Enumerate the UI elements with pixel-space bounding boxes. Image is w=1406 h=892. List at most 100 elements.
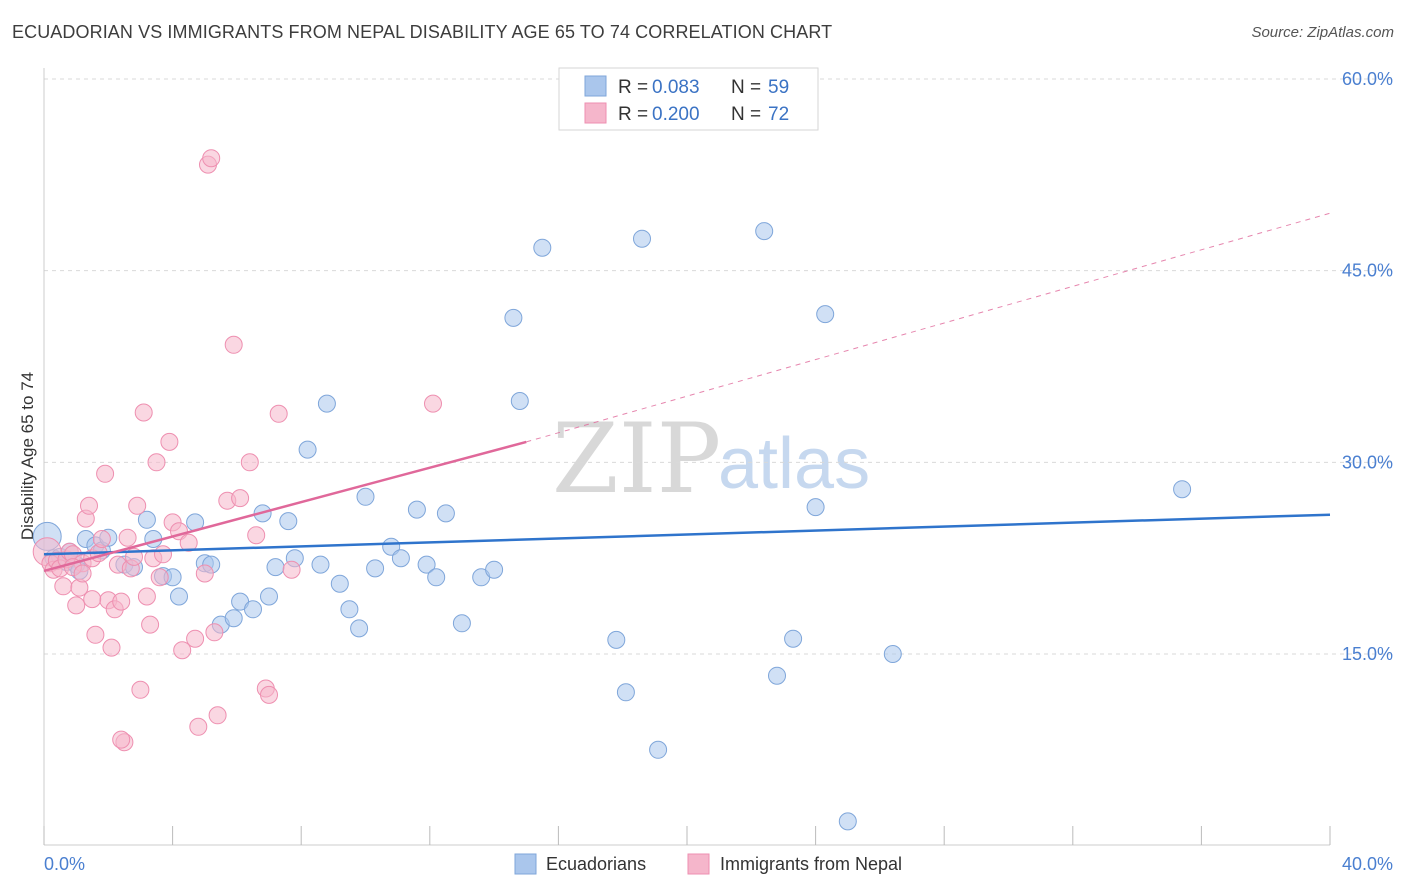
data-point-blue — [533, 238, 552, 257]
source-label: Source: ZipAtlas.com — [1251, 24, 1394, 41]
bottom-legend-label-blue: Ecuadorians — [546, 854, 646, 874]
data-point-blue — [260, 587, 278, 606]
data-point-blue — [311, 555, 330, 574]
trend-lines — [43, 212, 1331, 573]
data-point-pink — [195, 564, 214, 583]
watermark-atlas: atlas — [718, 424, 870, 504]
legend-r-label-blue: R = — [618, 77, 648, 98]
data-point-blue — [317, 394, 336, 413]
data-point-blue — [407, 500, 426, 519]
data-point-pink — [269, 404, 288, 423]
data-point-blue — [356, 487, 375, 506]
legend-n-label-pink: N = — [731, 104, 761, 125]
y-tick-label: 45.0% — [1342, 261, 1393, 281]
data-point-pink — [179, 533, 198, 552]
legend-n-label-blue: N = — [731, 77, 761, 98]
legend-swatch-pink — [584, 102, 607, 124]
data-point-pink — [102, 638, 121, 657]
data-point-blue — [391, 549, 410, 568]
data-point-pink — [134, 403, 153, 422]
data-point-pink — [92, 530, 111, 548]
data-point-blue — [330, 574, 349, 593]
data-point-pink — [73, 564, 92, 583]
legend-r-value-blue: 0.083 — [652, 77, 700, 98]
data-point-pink — [231, 489, 250, 508]
data-point-blue — [366, 559, 385, 578]
data-point-blue — [816, 305, 835, 324]
data-point-pink — [208, 706, 227, 725]
data-point-pink — [128, 496, 147, 515]
data-point-pink — [112, 592, 131, 611]
y-tick-labels: 15.0% 30.0% 45.0% 60.0% — [1342, 69, 1393, 664]
data-point-pink — [96, 464, 115, 483]
data-point-blue — [755, 222, 774, 241]
axes — [43, 68, 1331, 846]
x-tick-label-max: 40.0% — [1342, 854, 1393, 874]
data-point-pink — [150, 568, 169, 587]
data-point-pink — [282, 560, 301, 579]
data-point-blue — [883, 645, 902, 663]
data-point-pink — [205, 623, 224, 642]
correlation-legend: R = 0.083 N = 59 R = 0.200 N = 72 — [558, 67, 819, 131]
data-point-blue — [633, 229, 651, 248]
data-point-blue — [784, 629, 803, 648]
legend-swatch-blue — [584, 75, 607, 97]
data-point-blue — [350, 619, 369, 638]
data-point-blue — [607, 630, 626, 649]
data-point-blue — [417, 555, 436, 574]
data-point-pink — [137, 587, 156, 606]
data-point-pink — [67, 596, 86, 615]
data-point-blue — [244, 600, 262, 619]
data-point-blue — [768, 666, 786, 685]
data-point-blue — [510, 392, 529, 410]
data-point-blue — [1173, 480, 1192, 499]
data-point-blue — [616, 683, 635, 702]
data-point-blue — [649, 740, 668, 759]
trend-line-blue — [43, 513, 1331, 556]
y-tick-label: 15.0% — [1342, 644, 1393, 664]
bottom-legend-swatch-blue — [514, 853, 537, 875]
bottom-legend-swatch-pink — [687, 853, 710, 875]
data-point-pink — [80, 496, 98, 515]
data-point-pink — [112, 730, 131, 749]
data-point-pink — [131, 680, 150, 699]
chart-title: ECUADORIAN VS IMMIGRANTS FROM NEPAL DISA… — [12, 22, 833, 42]
data-point-pink — [141, 615, 160, 634]
trend-line-pink-dashed — [526, 212, 1331, 443]
series-legend: Ecuadorians Immigrants from Nepal — [514, 853, 902, 875]
data-point-pink — [240, 453, 259, 472]
y-axis-label: Disability Age 65 to 74 — [18, 372, 37, 540]
data-point-blue — [806, 498, 825, 517]
data-point-pink — [147, 453, 166, 472]
legend-n-value-pink: 72 — [768, 104, 789, 125]
data-point-pink — [424, 394, 442, 413]
series-pink — [32, 149, 442, 752]
data-point-blue — [279, 512, 298, 531]
data-point-pink — [186, 629, 205, 648]
data-point-pink — [189, 717, 208, 736]
data-point-blue — [137, 510, 156, 529]
grid-lines — [44, 78, 1393, 655]
data-point-blue — [298, 440, 317, 459]
data-point-pink — [202, 149, 221, 168]
y-tick-label: 30.0% — [1342, 452, 1393, 472]
data-point-blue — [340, 600, 359, 619]
data-point-pink — [54, 577, 73, 596]
trend-line-pink — [43, 440, 527, 573]
legend-r-value-pink: 0.200 — [652, 104, 700, 125]
data-point-blue — [224, 609, 243, 628]
data-point-pink — [160, 432, 179, 451]
data-point-pink — [173, 641, 192, 660]
x-tick-label-min: 0.0% — [44, 854, 85, 874]
legend-n-value-blue: 59 — [768, 77, 789, 98]
y-tick-label: 60.0% — [1342, 69, 1393, 89]
data-point-pink — [247, 526, 266, 545]
data-point-pink — [154, 545, 172, 564]
data-point-blue — [266, 558, 285, 577]
watermark-zip: ZIP — [552, 403, 721, 515]
data-point-blue — [427, 568, 446, 587]
data-point-pink — [224, 335, 243, 354]
data-point-pink — [83, 590, 102, 609]
legend-r-label-pink: R = — [618, 104, 648, 125]
